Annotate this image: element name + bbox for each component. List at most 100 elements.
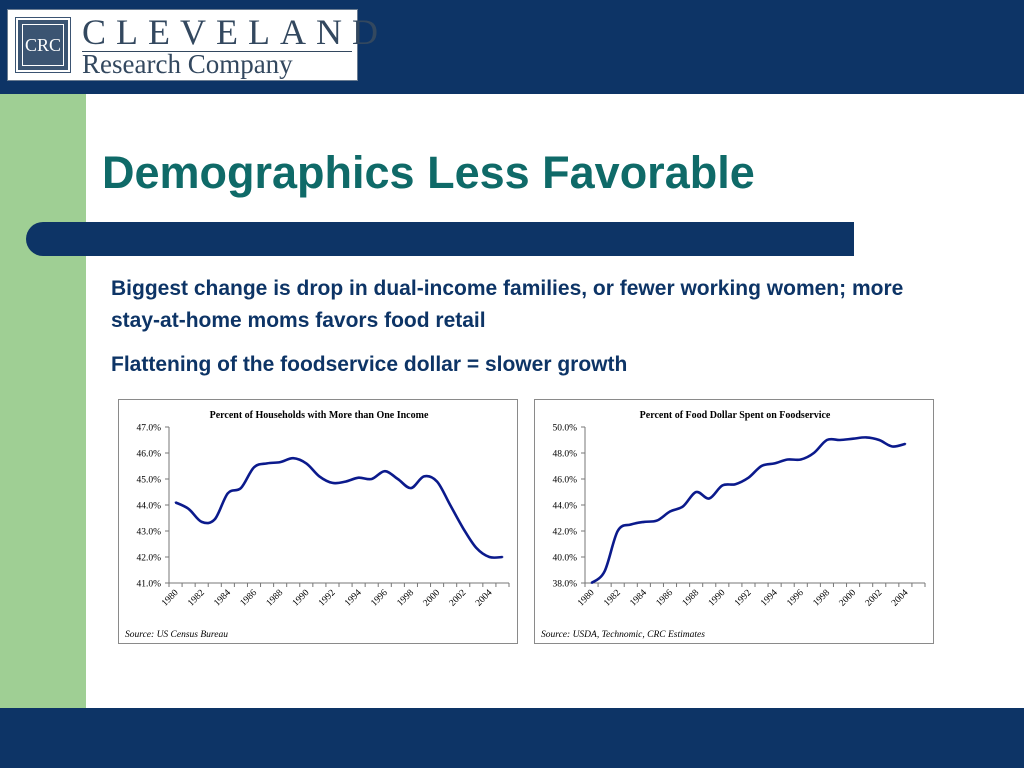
- data-point: [826, 439, 828, 441]
- data-point: [174, 501, 177, 504]
- left-accent-strip: [0, 94, 86, 708]
- x-tick-label: 1986: [239, 588, 260, 609]
- x-tick-label: 2004: [890, 588, 911, 609]
- chart-title: Percent of Food Dollar Spent on Foodserv…: [640, 410, 831, 421]
- data-point: [396, 478, 399, 480]
- x-tick-label: 2004: [474, 588, 495, 609]
- data-point: [682, 505, 684, 508]
- y-tick-label: 43.0%: [136, 528, 161, 538]
- data-point: [436, 480, 438, 483]
- y-tick-label: 42.0%: [136, 554, 161, 564]
- chart-svg: Percent of Households with More than One…: [136, 410, 510, 609]
- x-tick-label: 1996: [785, 588, 806, 609]
- chart-title: Percent of Households with More than One…: [210, 410, 429, 421]
- data-point: [423, 475, 425, 478]
- data-point: [266, 462, 268, 465]
- x-tick-label: 1998: [396, 588, 417, 609]
- x-tick-label: 1986: [655, 588, 676, 609]
- data-point: [747, 476, 750, 479]
- data-point: [410, 487, 412, 489]
- data-point: [734, 483, 737, 486]
- x-tick-label: 1988: [265, 588, 286, 609]
- logo-divider: [82, 51, 352, 52]
- data-point: [865, 436, 868, 439]
- y-tick-label: 40.0%: [552, 554, 577, 564]
- chart-source: Source: US Census Bureau: [125, 630, 228, 640]
- x-tick-label: 2002: [448, 588, 469, 609]
- title-underline-bar: [26, 222, 854, 256]
- data-point: [760, 465, 763, 467]
- data-point: [279, 461, 282, 463]
- chart-source: Source: USDA, Technomic, CRC Estimates: [541, 630, 705, 640]
- data-point: [488, 556, 491, 558]
- data-point: [240, 487, 242, 489]
- bullet-point-1: Biggest change is drop in dual-income fa…: [111, 277, 904, 332]
- data-point: [449, 504, 452, 506]
- data-point: [852, 437, 854, 440]
- data-point: [904, 443, 907, 445]
- data-point: [786, 458, 789, 461]
- data-point: [708, 497, 711, 500]
- data-point: [878, 439, 881, 441]
- y-tick-label: 44.0%: [552, 502, 577, 512]
- x-tick-label: 1998: [812, 588, 833, 609]
- y-tick-label: 42.0%: [552, 528, 577, 538]
- bullet-point-2: Flattening of the foodservice dollar = s…: [111, 353, 628, 376]
- x-tick-label: 1984: [628, 588, 649, 609]
- x-tick-label: 1984: [212, 588, 233, 609]
- data-point: [344, 480, 347, 483]
- y-tick-label: 50.0%: [552, 424, 577, 434]
- company-logo: CRC CLEVELAND Research Company: [7, 9, 378, 81]
- data-point: [891, 445, 894, 448]
- data-point: [370, 478, 373, 480]
- x-tick-label: 1992: [733, 588, 754, 609]
- x-tick-label: 1982: [602, 588, 623, 609]
- chart-dual-income-households: Percent of Households with More than One…: [118, 399, 518, 644]
- data-point: [839, 439, 841, 441]
- x-tick-label: 1988: [681, 588, 702, 609]
- y-tick-label: 46.0%: [136, 450, 161, 460]
- x-tick-label: 1994: [343, 588, 364, 609]
- y-tick-label: 47.0%: [136, 424, 161, 434]
- data-point: [318, 475, 321, 478]
- x-tick-label: 1992: [317, 588, 338, 609]
- x-tick-label: 2000: [422, 588, 443, 609]
- data-point: [603, 570, 606, 573]
- data-point: [501, 556, 504, 558]
- y-tick-label: 38.0%: [552, 580, 577, 590]
- chart-svg: Percent of Food Dollar Spent on Foodserv…: [552, 410, 926, 609]
- footer-band: [0, 708, 1024, 768]
- x-tick-label: 1990: [291, 588, 312, 609]
- logo-emblem-text: CRC: [22, 24, 64, 66]
- data-point: [253, 466, 255, 469]
- y-tick-label: 41.0%: [136, 580, 161, 590]
- series-line: [590, 436, 906, 585]
- data-point: [616, 530, 619, 532]
- x-tick-label: 1990: [707, 588, 728, 609]
- x-tick-label: 1980: [576, 588, 597, 609]
- y-tick-label: 48.0%: [552, 450, 577, 460]
- chart-foodservice-dollar: Percent of Food Dollar Spent on Foodserv…: [534, 399, 934, 644]
- data-point: [213, 518, 216, 521]
- data-point: [773, 462, 776, 465]
- data-point: [475, 547, 478, 549]
- y-tick-label: 45.0%: [136, 476, 161, 486]
- data-point: [383, 470, 386, 473]
- data-point: [590, 582, 593, 584]
- slide-title: Demographics Less Favorable: [102, 147, 755, 198]
- data-point: [799, 458, 802, 461]
- data-point: [226, 492, 229, 495]
- data-point: [629, 523, 632, 526]
- logo-wordmark-line2: Research Company: [82, 49, 293, 79]
- data-point: [305, 462, 308, 465]
- data-point: [462, 527, 465, 530]
- data-point: [721, 484, 724, 487]
- data-point: [695, 491, 698, 493]
- x-tick-label: 2000: [838, 588, 859, 609]
- data-point: [200, 521, 203, 523]
- x-tick-label: 1996: [369, 588, 390, 609]
- x-tick-label: 1980: [160, 588, 181, 609]
- y-tick-label: 46.0%: [552, 476, 577, 486]
- data-point: [812, 452, 815, 454]
- logo-wordmark-line1: CLEVELAND: [82, 12, 388, 52]
